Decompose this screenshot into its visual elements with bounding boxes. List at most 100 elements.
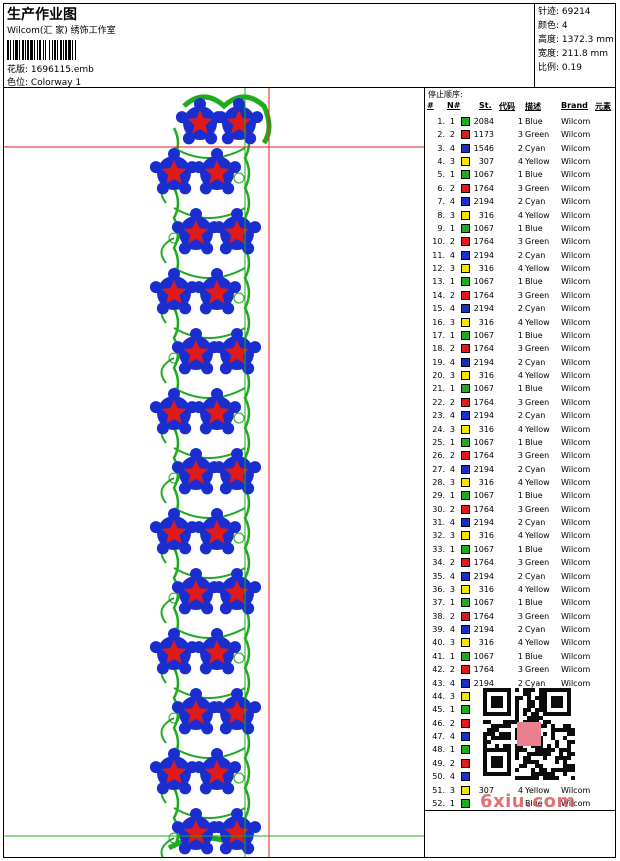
row-index: 38. [432, 611, 445, 621]
row-index: 31. [432, 518, 445, 528]
row-code: 2 [517, 625, 523, 635]
row-code: 2 [517, 518, 523, 528]
col-header-element: 元素 [595, 102, 611, 111]
row-needle: 4 [449, 304, 455, 314]
row-brand: Wilcom [561, 798, 591, 808]
flower-motif [149, 388, 199, 435]
row-needle: 1 [449, 170, 455, 180]
row-description: Green [525, 183, 550, 193]
table-row: 47. 4 [425, 730, 615, 743]
row-brand: Wilcom [561, 424, 591, 434]
row-index: 49. [432, 758, 445, 768]
row-brand: Wilcom [561, 518, 591, 528]
row-needle: 4 [449, 678, 455, 688]
row-stitches: 2194 [473, 678, 494, 688]
row-index: 11. [432, 250, 445, 260]
row-stitches: 2194 [473, 518, 494, 528]
table-row: 33. 1 1067 1 Blue Wilcom [425, 543, 615, 556]
row-description: Cyan [525, 143, 546, 153]
row-description: Green [525, 558, 550, 568]
row-code: 1 [517, 330, 523, 340]
table-row: 13. 1 1067 1 Blue Wilcom [425, 275, 615, 288]
row-stitches: 316 [478, 638, 494, 648]
row-code: 4 [517, 785, 523, 795]
watermark-text: 6xiu.com [480, 791, 576, 812]
color-swatch [461, 264, 470, 274]
design-file-label: 花版: 1696115.emb [7, 65, 94, 75]
color-swatch [461, 785, 470, 795]
row-stitches: 2194 [473, 571, 494, 581]
table-row: 29. 1 1067 1 Blue Wilcom [425, 489, 615, 502]
table-row: 21. 1 1067 1 Blue Wilcom [425, 382, 615, 395]
table-row: 36. 3 316 4 Yellow Wilcom [425, 583, 615, 596]
row-stitches: 1764 [473, 183, 494, 193]
row-code: 3 [517, 237, 523, 247]
row-brand: Wilcom [561, 678, 591, 688]
row-needle: 4 [449, 772, 455, 782]
flower-motif [212, 808, 262, 855]
row-code: 1 [517, 651, 523, 661]
flower-motif [149, 148, 199, 195]
row-stitches: 1173 [473, 130, 494, 140]
row-description: Blue [525, 223, 543, 233]
row-needle: 1 [449, 798, 455, 808]
row-code: 3 [517, 504, 523, 514]
row-stitches: 1764 [473, 290, 494, 300]
row-stitches: 1067 [473, 384, 494, 394]
row-index: 15. [432, 304, 445, 314]
row-needle: 1 [449, 491, 455, 501]
color-swatch [461, 611, 470, 621]
row-code: 3 [517, 665, 523, 675]
row-description: Blue [525, 798, 543, 808]
row-stitches: 1764 [473, 237, 494, 247]
row-stitches: 2194 [473, 304, 494, 314]
row-index: 51. [432, 785, 445, 795]
row-needle: 4 [449, 357, 455, 367]
row-code: 4 [517, 210, 523, 220]
row-index: 16. [432, 317, 445, 327]
flower-motif [149, 508, 199, 555]
row-index: 45. [432, 705, 445, 715]
row-needle: 4 [449, 732, 455, 742]
row-code: 2 [517, 357, 523, 367]
row-index: 22. [432, 397, 445, 407]
row-description: Cyan [525, 250, 546, 260]
color-swatch [461, 197, 470, 207]
row-code: 1 [517, 437, 523, 447]
row-code: 4 [517, 264, 523, 274]
row-stitches: 1764 [473, 451, 494, 461]
row-brand: Wilcom [561, 384, 591, 394]
row-brand: Wilcom [561, 598, 591, 608]
row-needle: 4 [449, 250, 455, 260]
row-code: 1 [517, 277, 523, 287]
row-index: 42. [432, 665, 445, 675]
table-row: 31. 4 2194 2 Cyan Wilcom [425, 516, 615, 529]
row-index: 25. [432, 437, 445, 447]
table-row: 37. 1 1067 1 Blue Wilcom [425, 596, 615, 609]
row-needle: 2 [449, 397, 455, 407]
row-brand: Wilcom [561, 277, 591, 287]
row-stitches: 2194 [473, 197, 494, 207]
row-brand: Wilcom [561, 357, 591, 367]
row-needle: 2 [449, 290, 455, 300]
row-description: Yellow [525, 371, 550, 381]
color-swatch [461, 544, 470, 554]
flower-motif [149, 268, 199, 315]
col-header-code: 代码 [499, 102, 515, 111]
color-swatch [461, 625, 470, 635]
col-header-index: # [427, 101, 434, 110]
row-needle: 4 [449, 625, 455, 635]
row-needle: 3 [449, 317, 455, 327]
row-code: 3 [517, 130, 523, 140]
color-swatch [461, 758, 470, 768]
row-brand: Wilcom [561, 411, 591, 421]
table-row: 32. 3 316 4 Yellow Wilcom [425, 529, 615, 542]
studio-name: Wilcom(汇 家) 绣饰工作室 [7, 26, 116, 36]
table-row: 2. 2 1173 3 Green Wilcom [425, 128, 615, 141]
barcode [7, 40, 142, 60]
color-swatch [461, 691, 470, 701]
color-swatch [461, 705, 470, 715]
row-stitches: 1067 [473, 544, 494, 554]
row-brand: Wilcom [561, 330, 591, 340]
row-code: 3 [517, 451, 523, 461]
